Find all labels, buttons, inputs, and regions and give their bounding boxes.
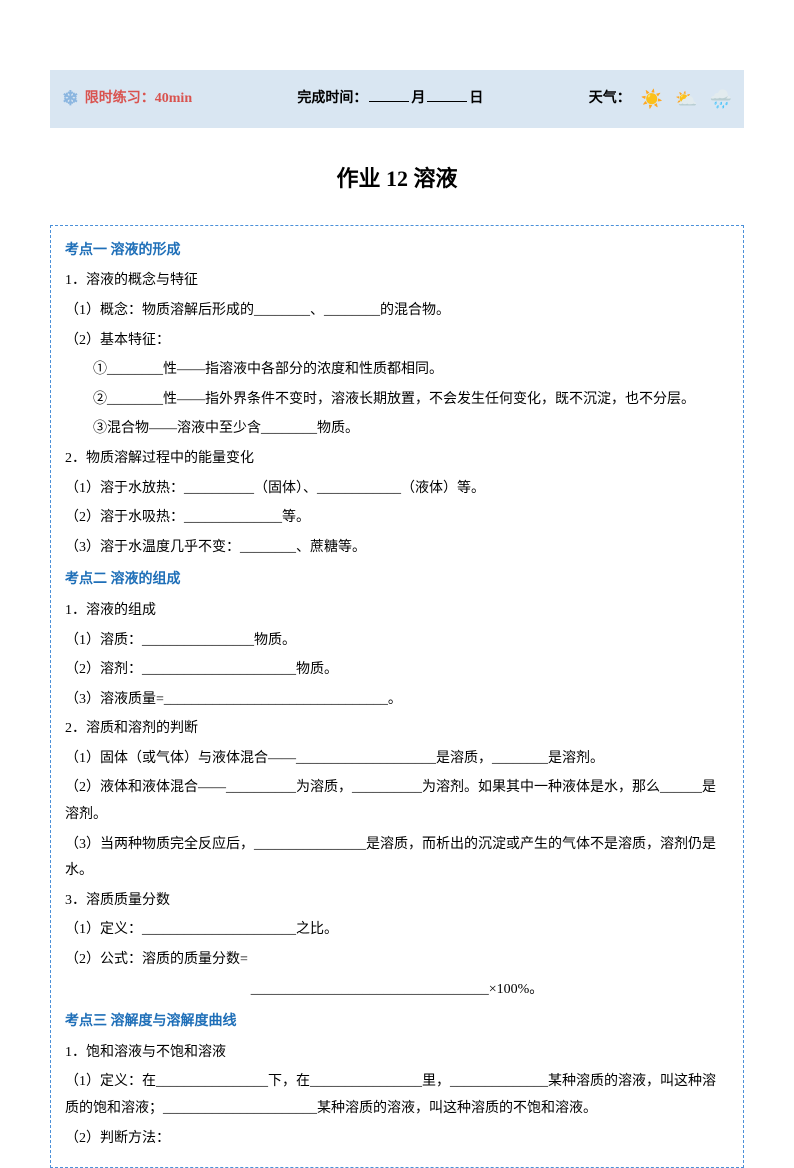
line: （1）概念：物质溶解后形成的________、________的混合物。 [65, 298, 729, 325]
line: （2）判断方法： [65, 1126, 729, 1153]
line: __________________________________×100%。 [65, 977, 729, 1004]
weather-icons: ☀️ ⛅ 🌧️ [641, 82, 732, 116]
line: （1）定义：______________________之比。 [65, 917, 729, 944]
line: （1）溶于水放热：__________（固体）、____________（液体）… [65, 476, 729, 503]
line: 2．物质溶解过程中的能量变化 [65, 446, 729, 473]
time-limit-value: 40min [155, 91, 192, 106]
line: 3．溶质质量分数 [65, 888, 729, 915]
completion-label: 完成时间： [297, 91, 367, 106]
cloud-icon[interactable]: ⛅ [675, 82, 697, 116]
line: （2）溶于水吸热：______________等。 [65, 505, 729, 532]
line: （2）基本特征： [65, 328, 729, 355]
line: （3）溶于水温度几乎不变：________、蔗糖等。 [65, 535, 729, 562]
section-heading-3: 考点三 溶解度与溶解度曲线 [65, 1009, 729, 1036]
time-limit: ❄ 限时练习：40min [62, 80, 192, 118]
line: 2．溶质和溶剂的判断 [65, 716, 729, 743]
line: ②________性——指外界条件不变时，溶液长期放置，不会发生任何变化，既不沉… [65, 387, 729, 414]
day-blank[interactable] [427, 88, 467, 102]
month-suffix: 月 [411, 91, 425, 106]
line: （3）溶液质量=________________________________… [65, 687, 729, 714]
line: （2）液体和液体混合——__________为溶质，__________为溶剂。… [65, 775, 729, 828]
line: （1）溶质：________________物质。 [65, 628, 729, 655]
completion-time: 完成时间： 月 日 [297, 86, 483, 113]
line: 1．饱和溶液与不饱和溶液 [65, 1040, 729, 1067]
line: （2）溶剂：______________________物质。 [65, 657, 729, 684]
line: （1）定义：在________________下，在______________… [65, 1069, 729, 1122]
sun-icon[interactable]: ☀️ [641, 82, 663, 116]
day-suffix: 日 [469, 91, 483, 106]
line: 1．溶液的组成 [65, 598, 729, 625]
line: 1．溶液的概念与特征 [65, 268, 729, 295]
section-heading-2: 考点二 溶液的组成 [65, 567, 729, 594]
line: ③混合物——溶液中至少含________物质。 [65, 416, 729, 443]
content-box: 考点一 溶液的形成 1．溶液的概念与特征 （1）概念：物质溶解后形成的_____… [50, 225, 744, 1168]
section-heading-1: 考点一 溶液的形成 [65, 238, 729, 265]
line: （1）固体（或气体）与液体混合——____________________是溶质… [65, 746, 729, 773]
time-limit-label: 限时练习： [85, 91, 155, 106]
line: ①________性——指溶液中各部分的浓度和性质都相同。 [65, 357, 729, 384]
month-blank[interactable] [369, 88, 409, 102]
line: （3）当两种物质完全反应后，________________是溶质，而析出的沉淀… [65, 832, 729, 885]
page-title: 作业 12 溶液 [50, 158, 744, 200]
weather: 天气： ☀️ ⛅ 🌧️ [589, 82, 732, 116]
snowflake-icon: ❄ [62, 80, 79, 118]
rain-icon[interactable]: 🌧️ [710, 82, 732, 116]
weather-label: 天气： [589, 86, 631, 113]
line: （2）公式：溶质的质量分数= [65, 947, 729, 974]
header-box: ❄ 限时练习：40min 完成时间： 月 日 天气： ☀️ ⛅ 🌧️ [50, 70, 744, 128]
